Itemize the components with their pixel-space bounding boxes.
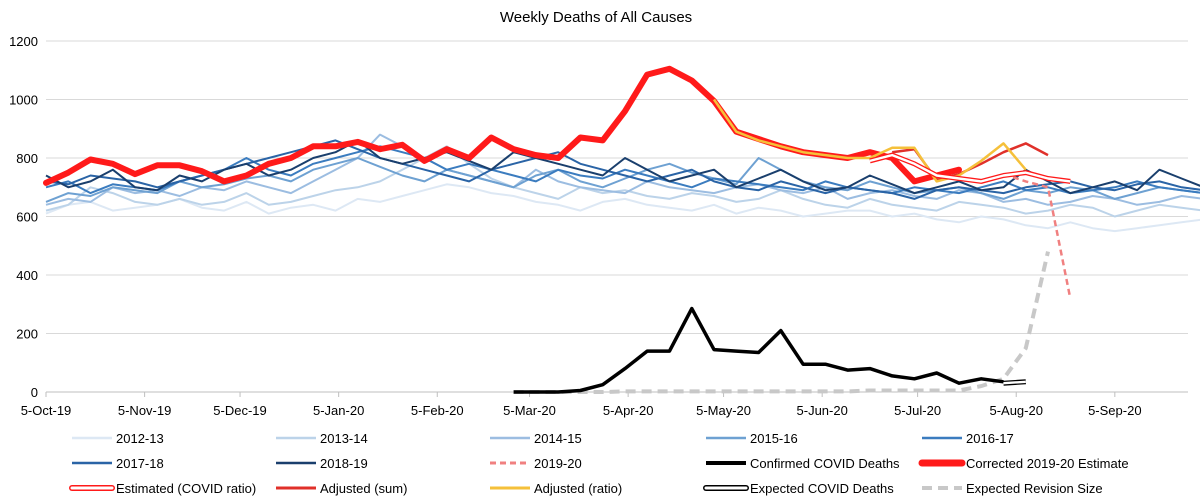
legend-label: 2012-13 xyxy=(116,431,164,446)
x-tick-label: 5-Nov-19 xyxy=(118,403,171,418)
series-2013-14 xyxy=(45,145,1200,218)
legend-label: Expected COVID Deaths xyxy=(750,481,894,496)
x-tick-label: 5-Apr-20 xyxy=(603,403,654,418)
chart-title: Weekly Deaths of All Causes xyxy=(500,9,692,26)
series-2019-20 xyxy=(1003,172,1072,299)
legend-label: 2018-19 xyxy=(320,456,368,471)
series-2018-19 xyxy=(45,139,1200,195)
legend-label: 2013-14 xyxy=(320,431,368,446)
y-tick-label: 0 xyxy=(31,385,38,400)
series-confirmed-covid-deaths xyxy=(513,306,1004,394)
legend-label: Confirmed COVID Deaths xyxy=(750,456,900,471)
legend-label: 2015-16 xyxy=(750,431,798,446)
y-tick-label: 600 xyxy=(16,210,38,225)
legend-label: 2016-17 xyxy=(966,431,1014,446)
x-tick-label: 5-Jan-20 xyxy=(313,403,364,418)
x-tick-label: 5-Feb-20 xyxy=(411,403,464,418)
legend-label: 2017-18 xyxy=(116,456,164,471)
grid xyxy=(46,40,1188,334)
y-tick-label: 1200 xyxy=(9,34,38,49)
y-axis: 0 200 400 600 800 1000 1200 xyxy=(9,34,38,400)
legend: 2012-13 2013-14 2014-15 2015-16 2016-17 2017-… xyxy=(69,431,1129,496)
legend-label: 2019-20 xyxy=(534,456,582,471)
y-tick-label: 200 xyxy=(16,327,38,342)
legend-label: Adjusted (ratio) xyxy=(534,481,622,496)
series-adjusted-ratio xyxy=(712,98,1027,183)
y-tick-label: 800 xyxy=(16,151,38,166)
series-estimated-covid-ratio-inner xyxy=(869,153,1071,183)
legend-label: 2014-15 xyxy=(534,431,582,446)
series-expected-covid-deaths-inner xyxy=(1003,380,1026,385)
legend-label: Estimated (COVID ratio) xyxy=(116,481,256,496)
x-tick-label: 5-Dec-19 xyxy=(213,403,266,418)
series-2015-16 xyxy=(45,157,1200,203)
y-tick-label: 400 xyxy=(16,268,38,283)
legend-label: Corrected 2019-20 Estimate xyxy=(966,456,1129,471)
series-expected-revision-size xyxy=(513,251,1050,394)
x-tick-label: 5-Oct-19 xyxy=(21,403,72,418)
legend-label: Adjusted (sum) xyxy=(320,481,407,496)
x-axis: 5-Oct-19 5-Nov-19 5-Dec-19 5-Jan-20 5-Feb-20… xyxy=(21,391,1188,418)
x-tick-label: 5-May-20 xyxy=(696,403,751,418)
x-tick-label: 5-Sep-20 xyxy=(1088,403,1141,418)
y-tick-label: 1000 xyxy=(9,93,38,108)
x-tick-label: 5-Jul-20 xyxy=(894,403,941,418)
legend-label: Expected Revision Size xyxy=(966,481,1103,496)
plot-area xyxy=(43,65,1200,394)
x-tick-label: 5-Mar-20 xyxy=(503,403,556,418)
x-tick-label: 5-Jun-20 xyxy=(797,403,848,418)
x-tick-label: 5-Aug-20 xyxy=(989,403,1042,418)
series-2012-13 xyxy=(45,183,1200,233)
series-2014-15 xyxy=(45,133,1200,206)
